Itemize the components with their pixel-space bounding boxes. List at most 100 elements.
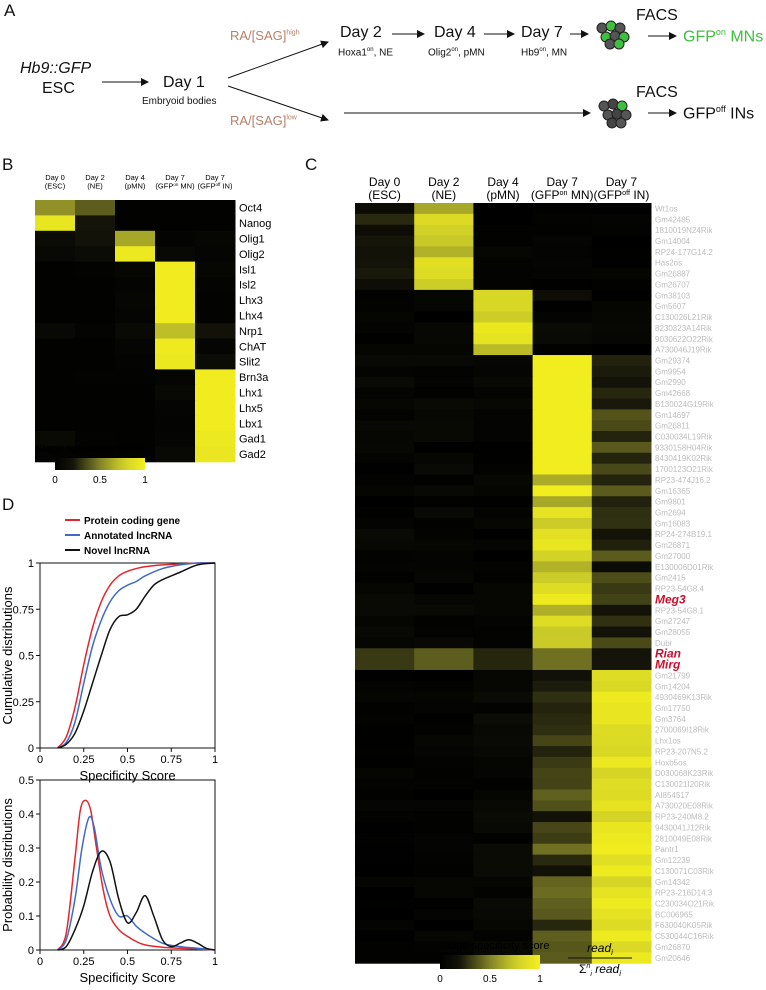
panel-c-cell <box>414 626 474 638</box>
panel-c-cell <box>473 376 534 389</box>
day7-sub: Hb9on, MN <box>521 47 568 59</box>
panel-c-cell <box>414 441 474 454</box>
panel-b-col-label-line1: Day 4 <box>125 173 145 182</box>
series-line <box>57 562 216 749</box>
panel-c-cell <box>532 832 593 845</box>
panel-c-gene-label: Gm21799 <box>655 671 691 680</box>
panel-c-gene-label: Gm42485 <box>655 215 691 224</box>
chart-cumulative: 0 0.25 0.5 0.75 1 0 0.25 0.5 0.75 1 Specificity Sc… <box>0 558 218 783</box>
panel-c-cell <box>591 702 652 714</box>
panel-c-gene-label: 2700069I18Rik <box>655 726 710 735</box>
panel-b-cell <box>35 292 76 309</box>
x-tick-label: 0.5 <box>120 956 135 968</box>
panel-c-gene-label: C130026L21Rik <box>655 313 713 322</box>
panel-c-gene-label: Lhx1os <box>655 737 681 746</box>
panel-c-gene-label: Gm5607 <box>655 302 686 311</box>
panel-b-cell <box>115 431 156 447</box>
panel-c-cell <box>355 669 415 682</box>
panel-c-gene-label: RP24-177G14.2 <box>655 248 713 257</box>
gfp-off-in-label: GFPoff INs <box>683 104 755 123</box>
panel-b-cell <box>195 446 236 463</box>
panel-c-cell <box>532 409 593 421</box>
panel-c-cell <box>532 344 593 356</box>
panel-c-cell <box>591 507 652 519</box>
panel-c-cell <box>355 615 415 628</box>
panel-c-cell <box>414 702 474 714</box>
panel-b-cell <box>155 400 196 417</box>
panel-c-cell <box>473 333 534 345</box>
day7-label: Day 7 <box>521 24 563 41</box>
panel-c-gene-label: Gm29374 <box>655 356 691 365</box>
panel-c-cell <box>473 659 534 671</box>
panel-b-colorbar-bar <box>55 458 145 470</box>
series-line <box>57 850 216 951</box>
panel-c-cell <box>473 213 534 226</box>
panel-b-cell <box>115 277 156 293</box>
panel-c-cell <box>473 344 534 356</box>
panel-c-cell <box>355 496 415 508</box>
panel-c-cell <box>355 474 415 486</box>
panel-c-cell <box>532 224 593 237</box>
panel-b-col-label-line2: (GFPoff IN) <box>198 182 233 191</box>
source-line2: ESC <box>42 80 75 97</box>
panel-c-col-label-line1: Day 2 <box>428 175 460 189</box>
panel-c-cell <box>532 735 593 747</box>
panel-c-cell <box>591 355 652 367</box>
panel-c-col-label-line2: (NE) <box>431 188 456 202</box>
panel-c-cell <box>591 832 652 845</box>
panel-c-cell <box>473 224 534 237</box>
plot-frame <box>39 779 216 951</box>
panel-b-cell <box>115 384 156 401</box>
panel-c-cell <box>414 887 474 899</box>
panel-c-cell <box>591 604 652 617</box>
panel-b-col-label-line1: Day 7 <box>205 173 225 182</box>
panel-c-gene-label: Gm12239 <box>655 856 691 865</box>
panel-c-cell <box>473 778 534 790</box>
panel-c-cell <box>473 365 534 378</box>
panel-c-cell <box>532 800 593 812</box>
panel-c-gene-label: 9430041J12Rik <box>655 823 712 832</box>
panel-c-cell <box>414 333 474 345</box>
panel-c-cell <box>473 865 534 877</box>
panel-c-cell <box>473 539 534 552</box>
panel-c-cell <box>414 496 474 508</box>
panel-c-cell <box>532 887 593 899</box>
panel-b-cell <box>75 415 116 432</box>
panel-c-cell <box>414 637 474 649</box>
panel-b-cell <box>115 200 156 216</box>
panel-c-cell <box>532 713 593 725</box>
panel-c-cell <box>473 637 534 649</box>
panel-b-cell <box>155 431 196 447</box>
y-tick-label: 0.3 <box>19 843 34 855</box>
panel-c-cell <box>473 767 534 780</box>
chart-probability: 0 0.25 0.5 0.75 1 0 0.1 0.2 0.3 0.4 0.5 Specificity… <box>0 775 218 985</box>
panel-c-cell <box>473 257 534 269</box>
panel-c-cell <box>591 517 652 530</box>
panel-c-cell <box>414 746 474 758</box>
panel-c-gene-label-highlighted: Mirg <box>655 658 681 672</box>
panel-b-cell <box>155 261 196 278</box>
panel-b-cell <box>195 323 236 340</box>
panel-b-cell <box>75 200 116 216</box>
panel-c-gene-label: E130006D01Rik <box>655 563 714 572</box>
panel-c-gene-label: Gm27247 <box>655 617 691 626</box>
panel-c-cell <box>414 452 474 465</box>
panel-b-row-label: Lhx4 <box>239 311 263 323</box>
panel-c-cell <box>355 854 415 866</box>
panel-c-cell <box>532 376 593 389</box>
legend-label: Annotated lncRNA <box>84 531 172 542</box>
panel-b-cell <box>75 307 116 324</box>
panel-c-gene-label: Gm26870 <box>655 943 691 952</box>
panel-b-cell <box>75 354 116 370</box>
panel-b-row-label: Nrp1 <box>239 326 263 338</box>
panel-c-cell <box>532 268 593 280</box>
panel-c-gene-label: Gm20646 <box>655 954 691 963</box>
panel-c-cell <box>355 485 415 497</box>
panel-c-cell <box>473 452 534 465</box>
panel-b-cell <box>75 384 116 401</box>
panel-c-cell <box>591 528 652 541</box>
panel-c-gene-label: C130021I20Rik <box>655 780 711 789</box>
panel-c-cell <box>355 952 415 964</box>
panel-c-cell <box>532 539 593 552</box>
panel-c-cell <box>414 659 474 671</box>
